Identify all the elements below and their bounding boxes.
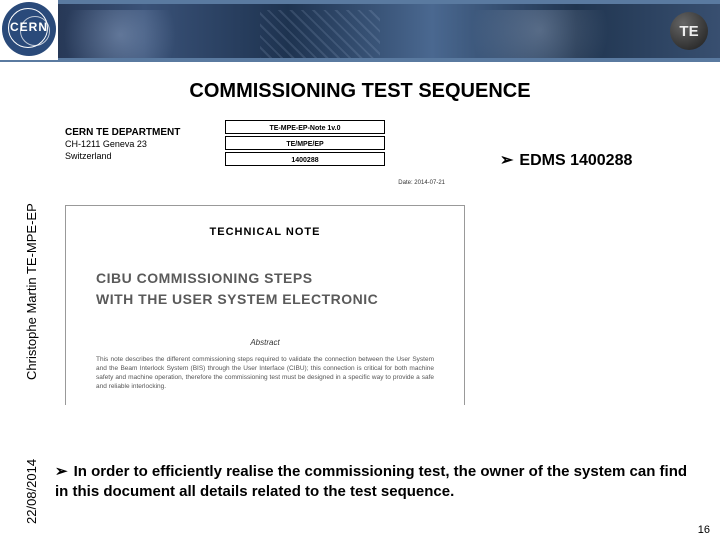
doc-main-title-l1: CIBU COMMISSIONING STEPS [96, 268, 434, 289]
doc-dept-line3: Switzerland [65, 151, 180, 163]
header-inner [0, 0, 720, 62]
te-badge-text: TE [679, 23, 698, 40]
doc-header: CERN TE DEPARTMENT CH-1211 Geneva 23 Swi… [65, 120, 465, 190]
header-deco-3 [420, 10, 620, 60]
header-strip-mid [0, 4, 720, 58]
arrow-icon: ➢ [500, 150, 513, 170]
header-strip-bot [0, 58, 720, 62]
sidebar-date: 22/08/2014 [24, 459, 39, 524]
doc-box-3: 1400288 [225, 152, 385, 166]
doc-technical-note-label: TECHNICAL NOTE [96, 226, 434, 238]
cern-logo: CERN [2, 2, 56, 56]
doc-box-3-val: 1400288 [291, 155, 318, 164]
arrow-icon: ➢ [55, 462, 68, 482]
sidebar-author: Christophe Martin TE-MPE-EP [24, 203, 39, 380]
cern-logo-container: CERN [0, 0, 58, 60]
te-badge: TE [670, 12, 708, 50]
doc-id-boxes: TE-MPE-EP-Note 1v.0 TE/MPE/EP 1400288 [225, 120, 385, 168]
doc-main-title: CIBU COMMISSIONING STEPS WITH THE USER S… [96, 268, 434, 310]
doc-main-title-l2: WITH THE USER SYSTEM ELECTRONIC [96, 289, 434, 310]
bottom-bullet-text: In order to efficiently realise the comm… [55, 463, 687, 500]
doc-body: TECHNICAL NOTE CIBU COMMISSIONING STEPS … [65, 205, 465, 405]
edms-reference: ➢ EDMS 1400288 [500, 150, 632, 170]
doc-box-1: TE-MPE-EP-Note 1v.0 [225, 120, 385, 134]
doc-dept-line1: CERN TE DEPARTMENT [65, 126, 180, 139]
doc-abstract-text: This note describes the different commis… [96, 355, 434, 391]
bottom-bullet: ➢In order to efficiently realise the com… [55, 462, 695, 503]
header-banner: CERN TE [0, 0, 720, 62]
cern-logo-text: CERN [2, 20, 56, 34]
doc-date: Date: 2014-07-21 [398, 180, 445, 186]
header-deco-1 [60, 10, 210, 60]
page-number: 16 [698, 524, 710, 536]
doc-abstract-label: Abstract [96, 338, 434, 347]
doc-box-1-val: TE-MPE-EP-Note 1v.0 [269, 123, 340, 132]
page-title: COMMISSIONING TEST SEQUENCE [0, 80, 720, 103]
embedded-document: CERN TE DEPARTMENT CH-1211 Geneva 23 Swi… [65, 120, 465, 410]
doc-department: CERN TE DEPARTMENT CH-1211 Geneva 23 Swi… [65, 126, 180, 162]
edms-text: EDMS 1400288 [519, 152, 632, 169]
doc-box-2-val: TE/MPE/EP [286, 139, 323, 148]
doc-dept-line2: CH-1211 Geneva 23 [65, 139, 180, 151]
doc-box-2: TE/MPE/EP [225, 136, 385, 150]
header-deco-2 [260, 10, 380, 60]
